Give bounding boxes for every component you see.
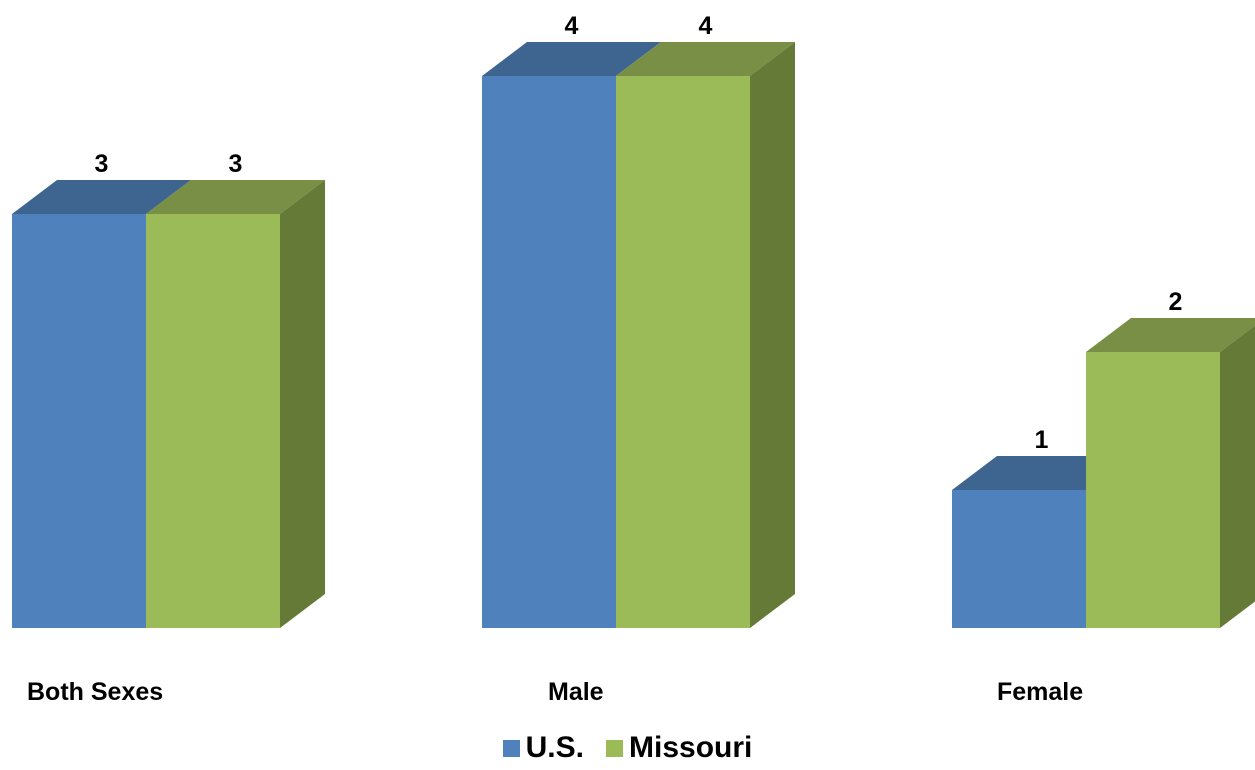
bar-top-u-s-both-sexes bbox=[12, 180, 191, 214]
legend-label-missouri: Missouri bbox=[629, 731, 753, 764]
legend-swatch-us bbox=[502, 739, 520, 757]
bar-front-missouri-female bbox=[1086, 352, 1220, 628]
chart-plot: 3 3 Both Sexes 4 4 Male 1 2 Female bbox=[12, 12, 1255, 706]
bar-front-u-s-male bbox=[482, 76, 616, 628]
category-label-both-sexes: Both Sexes bbox=[27, 678, 163, 706]
category-label-female: Female bbox=[997, 678, 1083, 706]
bar-u-s-male bbox=[482, 42, 661, 628]
data-label-u-s-both-sexes: 3 bbox=[95, 150, 109, 178]
bar-missouri-female bbox=[1086, 318, 1255, 628]
bar-side-missouri-both-sexes bbox=[280, 180, 325, 628]
data-label-u-s-female: 1 bbox=[1035, 426, 1049, 454]
category-label-male: Male bbox=[548, 678, 604, 706]
bar-side-missouri-female bbox=[1220, 325, 1255, 628]
bar-top-missouri-female bbox=[1086, 318, 1255, 352]
data-label-missouri-both-sexes: 3 bbox=[229, 150, 243, 178]
bar-top-missouri-male bbox=[616, 42, 795, 76]
bar-u-s-both-sexes bbox=[12, 180, 191, 628]
bar-side-missouri-male bbox=[750, 42, 795, 628]
legend: U.S. Missouri bbox=[0, 731, 1255, 765]
data-label-missouri-female: 2 bbox=[1169, 288, 1183, 316]
bar-top-missouri-both-sexes bbox=[146, 180, 325, 214]
legend-item-us: U.S. bbox=[502, 731, 584, 765]
bar-front-missouri-male bbox=[616, 76, 750, 628]
bar-missouri-both-sexes bbox=[146, 180, 325, 628]
bar-front-u-s-female bbox=[952, 490, 1086, 628]
legend-item-missouri: Missouri bbox=[606, 731, 752, 765]
legend-label-us: U.S. bbox=[525, 731, 584, 764]
bar-front-u-s-both-sexes bbox=[12, 214, 146, 628]
legend-swatch-missouri bbox=[606, 739, 623, 757]
data-label-missouri-male: 4 bbox=[699, 12, 713, 40]
bar-top-u-s-male bbox=[482, 42, 661, 76]
data-label-u-s-male: 4 bbox=[565, 12, 579, 40]
bar-front-missouri-both-sexes bbox=[146, 214, 280, 628]
bar-missouri-male bbox=[616, 42, 795, 628]
